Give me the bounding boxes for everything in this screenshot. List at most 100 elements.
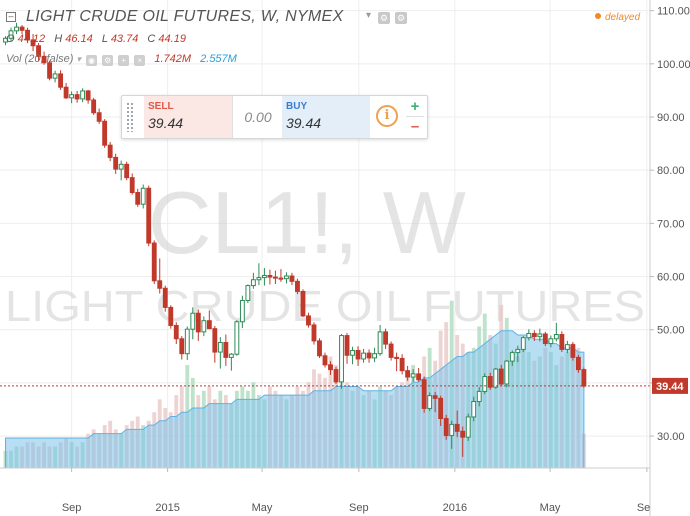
price-tick-label: 50.00 [657, 325, 685, 337]
candle-body [509, 352, 515, 362]
candle-body [135, 192, 141, 205]
price-tick-label: 30.00 [657, 431, 685, 443]
candle-body [3, 37, 8, 43]
settings-icon[interactable]: ⚙ [102, 55, 114, 66]
collapse-icon[interactable]: – [6, 12, 16, 22]
candle-body [410, 373, 416, 378]
candle-body [74, 94, 80, 100]
candle-body [36, 45, 41, 57]
open-label: O [6, 33, 15, 45]
candle-body [289, 275, 295, 282]
candle-body [559, 334, 565, 350]
candle-body [300, 290, 306, 317]
watermark-symbol: CL1!, W [148, 173, 466, 272]
low-value: 43.74 [110, 33, 139, 45]
candle-body [504, 360, 510, 385]
candle-body [377, 331, 383, 355]
candle-body [41, 55, 47, 64]
candle-body [355, 349, 361, 360]
close-label: C [147, 33, 156, 45]
trade-panel: SELL 39.44 0.00 BUY 39.44 i + – [121, 95, 428, 139]
candle-body [25, 29, 30, 41]
buy-label: BUY [286, 101, 308, 112]
symbol-title[interactable]: LIGHT CRUDE OIL FUTURES, W, NYMEX [26, 8, 344, 25]
candle-body [184, 328, 190, 355]
volume-readout: Vol (20, false) ▾ ◉ ⚙ + × 1.742M 2.557M [6, 53, 237, 66]
candle-body [438, 397, 444, 420]
info-icon[interactable]: i [376, 105, 398, 127]
candle-body [206, 320, 212, 330]
candle-body [223, 341, 229, 358]
time-tick-label: Sep [62, 502, 82, 514]
candle-body [526, 332, 532, 339]
drag-handle-icon[interactable] [126, 102, 134, 132]
add-icon[interactable]: + [118, 55, 130, 66]
candle-body [416, 373, 422, 381]
candle-body [471, 401, 477, 418]
candle-body [311, 324, 317, 342]
candle-body [140, 187, 146, 205]
low-label: L [101, 33, 108, 45]
candle-body [388, 343, 394, 358]
candle-body [449, 423, 455, 437]
candle-body [96, 112, 102, 122]
candle-body [421, 379, 427, 409]
candle-body [113, 156, 119, 170]
candle-body [493, 368, 499, 388]
candle-body [14, 26, 19, 32]
candle-body [173, 324, 179, 340]
time-tick-label: May [540, 502, 561, 514]
price-tick-label: 100.00 [657, 59, 690, 71]
high-value: 46.14 [65, 33, 93, 45]
candle-body [295, 280, 300, 292]
candle-body [261, 274, 267, 279]
candle-body [63, 86, 69, 99]
plus-icon[interactable]: + [406, 98, 424, 117]
candle-body [366, 352, 372, 359]
minus-icon[interactable]: – [410, 118, 420, 135]
open-value: 44.12 [17, 33, 46, 45]
volume-label[interactable]: Vol (20, false) [6, 53, 74, 65]
candle-body [542, 333, 548, 345]
price-axis[interactable]: 30.0040.0050.0060.0070.0080.0090.00100.0… [649, 0, 690, 516]
watermark: CL1!, W LIGHT CRUDE OIL FUTURES [5, 173, 645, 331]
candle-body [520, 337, 526, 350]
close-icon[interactable]: × [134, 55, 146, 66]
candle-body [328, 364, 333, 371]
buy-button[interactable]: BUY 39.44 [282, 96, 370, 138]
chevron-down-icon[interactable]: ▾ [366, 10, 372, 21]
candle-body [267, 274, 273, 278]
candle-body [195, 312, 201, 333]
price-tick-label: 80.00 [657, 165, 685, 177]
settings-icon[interactable]: ⚙ [378, 12, 390, 24]
candle-body [201, 320, 207, 333]
sell-label: SELL [148, 101, 174, 112]
candle-body [80, 90, 86, 100]
candle-body [399, 357, 405, 372]
candle-body [460, 430, 466, 438]
eye-icon[interactable]: ◉ [86, 55, 98, 66]
time-axis[interactable]: Sep 2015 May Sep 2016 May Se [0, 467, 650, 514]
price-series[interactable] [3, 22, 587, 457]
gear-icon[interactable]: ⚙ [395, 12, 407, 24]
price-tick-label: 70.00 [657, 218, 685, 230]
candle-body [350, 349, 355, 356]
candle-body [102, 120, 108, 146]
candle-body [570, 344, 576, 358]
candle-body [383, 331, 389, 345]
candle-body [107, 144, 113, 158]
candle-body [168, 306, 174, 326]
chevron-down-icon[interactable]: ▾ [76, 54, 82, 64]
candle-body [272, 276, 278, 279]
last-price-label: 39.44 [652, 377, 688, 394]
volume-ma-value: 2.557M [200, 53, 237, 65]
candle-body [278, 277, 284, 280]
price-tick-label: 60.00 [657, 272, 685, 284]
time-tick-label: Se [637, 502, 650, 514]
candle-body [129, 177, 135, 194]
sell-button[interactable]: SELL 39.44 [144, 96, 232, 138]
last-price-label-bg [652, 377, 688, 394]
candle-body [228, 353, 234, 358]
